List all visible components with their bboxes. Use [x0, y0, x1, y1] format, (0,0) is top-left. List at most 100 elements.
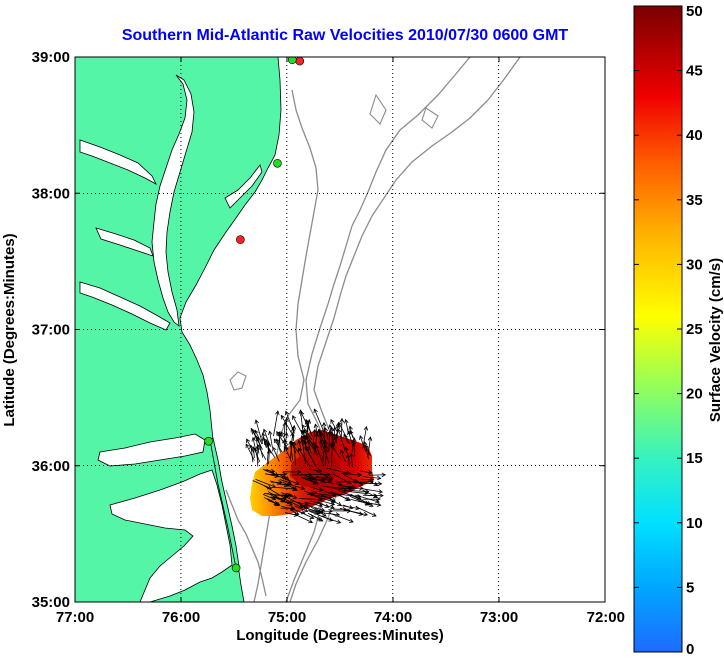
velocity-arrow: [280, 431, 288, 446]
velocity-arrow-head: [349, 518, 354, 523]
velocity-arrow: [273, 410, 279, 437]
delmarva-bays: [224, 164, 263, 209]
velocity-arrow: [272, 496, 293, 506]
velocity-arrow-head: [330, 504, 335, 510]
velocity-arrow: [269, 431, 273, 448]
x-tick-label: 73:00: [480, 609, 518, 626]
velocity-arrow: [257, 444, 267, 460]
velocity-arrow-head: [293, 512, 299, 517]
velocity-arrow-head: [359, 486, 364, 491]
velocity-arrow-head: [336, 519, 342, 524]
velocity-arrow-head: [284, 476, 290, 481]
colorbar-tick-label: 45: [686, 63, 703, 80]
velocity-arrow: [301, 439, 307, 464]
velocity-arrow-head: [337, 481, 343, 487]
velocity-arrow: [308, 439, 310, 454]
velocity-arrow: [315, 445, 325, 467]
velocity-arrow: [298, 498, 322, 501]
velocity-arrow-head: [327, 478, 333, 483]
velocity-arrow: [293, 441, 296, 466]
velocity-arrow-head: [376, 496, 381, 502]
colorbar-tick-label: 20: [686, 386, 703, 403]
y-tick-label: 36:00: [32, 458, 70, 475]
velocity-arrow-head: [294, 480, 300, 486]
velocity-arrow-head: [320, 431, 325, 437]
velocity-arrow: [329, 512, 354, 523]
velocity-arrow-head: [290, 440, 295, 446]
radar-station-marker: [273, 158, 282, 168]
velocity-arrow: [284, 432, 288, 448]
velocity-arrow-head: [373, 493, 378, 498]
velocity-arrow: [300, 411, 312, 433]
velocity-arrow-head: [345, 453, 351, 459]
velocity-arrow-head: [359, 435, 364, 440]
velocity-arrow: [330, 419, 339, 434]
velocity-arrow: [309, 510, 333, 522]
velocity-arrow: [255, 419, 264, 444]
velocity-arrow: [320, 439, 330, 464]
velocity-arrow-head: [351, 439, 356, 445]
velocity-arrow: [320, 500, 335, 506]
velocity-arrow-head: [364, 489, 370, 494]
velocity-arrow-head: [308, 519, 314, 524]
velocity-arrow: [322, 485, 347, 492]
velocity-arrow: [320, 432, 328, 445]
velocity-arrow-head: [249, 444, 254, 450]
colorbar-tick-label: 40: [686, 127, 703, 144]
velocity-arrow: [359, 482, 382, 485]
velocity-arrow: [312, 429, 316, 444]
velocity-arrow-head: [304, 445, 309, 450]
velocity-arrow: [264, 469, 275, 475]
velocity-arrow-head: [316, 516, 322, 521]
velocity-arrow: [267, 491, 286, 502]
velocity-arrow: [290, 432, 294, 459]
x-axis-label: Longitude (Degrees:Minutes): [236, 627, 444, 644]
velocity-arrow-head: [335, 422, 341, 428]
velocity-arrow-head: [253, 434, 259, 440]
velocity-arrow: [287, 483, 305, 490]
velocity-arrow-head: [313, 408, 318, 414]
velocity-arrow: [290, 441, 297, 454]
bathymetry-contour: [421, 107, 439, 129]
velocity-arrow-head: [245, 443, 250, 449]
velocity-arrow: [318, 429, 329, 453]
velocity-arrow-head: [314, 431, 319, 437]
velocity-arrow: [298, 511, 314, 519]
velocity-arrow: [333, 433, 338, 450]
velocity-arrow: [309, 468, 322, 472]
velocity-arrow: [343, 434, 349, 444]
velocity-arrow: [279, 474, 290, 481]
velocity-arrow-head: [290, 431, 295, 437]
velocity-arrow-head: [344, 418, 349, 424]
chesapeake-bay: [151, 74, 195, 327]
velocity-arrow-head: [363, 425, 369, 431]
velocity-arrow-head: [343, 433, 348, 439]
velocity-arrow-head: [313, 480, 319, 485]
velocity-arrow-head: [300, 435, 305, 440]
velocity-arrow-head: [292, 494, 298, 500]
colorbar-tick-label: 50: [686, 3, 703, 20]
velocity-arrow: [262, 437, 267, 449]
velocity-arrow-head: [377, 481, 383, 486]
velocity-arrow: [290, 500, 309, 506]
velocity-arrow-head: [329, 431, 335, 437]
velocity-arrow: [332, 473, 352, 485]
y-axis-label: Latitude (Degrees:Minutes): [1, 233, 18, 426]
velocity-arrow: [285, 411, 295, 434]
velocity-arrow: [264, 440, 276, 458]
velocity-arrow-head: [314, 510, 320, 515]
y-tick-label: 38:00: [32, 185, 70, 202]
velocity-arrow-head: [266, 449, 272, 454]
velocity-arrow-head: [373, 482, 379, 487]
velocity-arrow: [263, 469, 275, 473]
velocity-arrow: [336, 423, 339, 434]
velocity-arrow: [274, 486, 297, 490]
velocity-arrow-head: [261, 436, 267, 442]
velocity-arrow: [272, 447, 280, 462]
velocity-arrow-head: [275, 438, 280, 444]
velocity-arrow-head: [292, 415, 297, 420]
velocity-arrow: [326, 467, 351, 474]
velocity-arrow-head: [320, 478, 326, 483]
velocity-arrow-head: [333, 433, 339, 438]
